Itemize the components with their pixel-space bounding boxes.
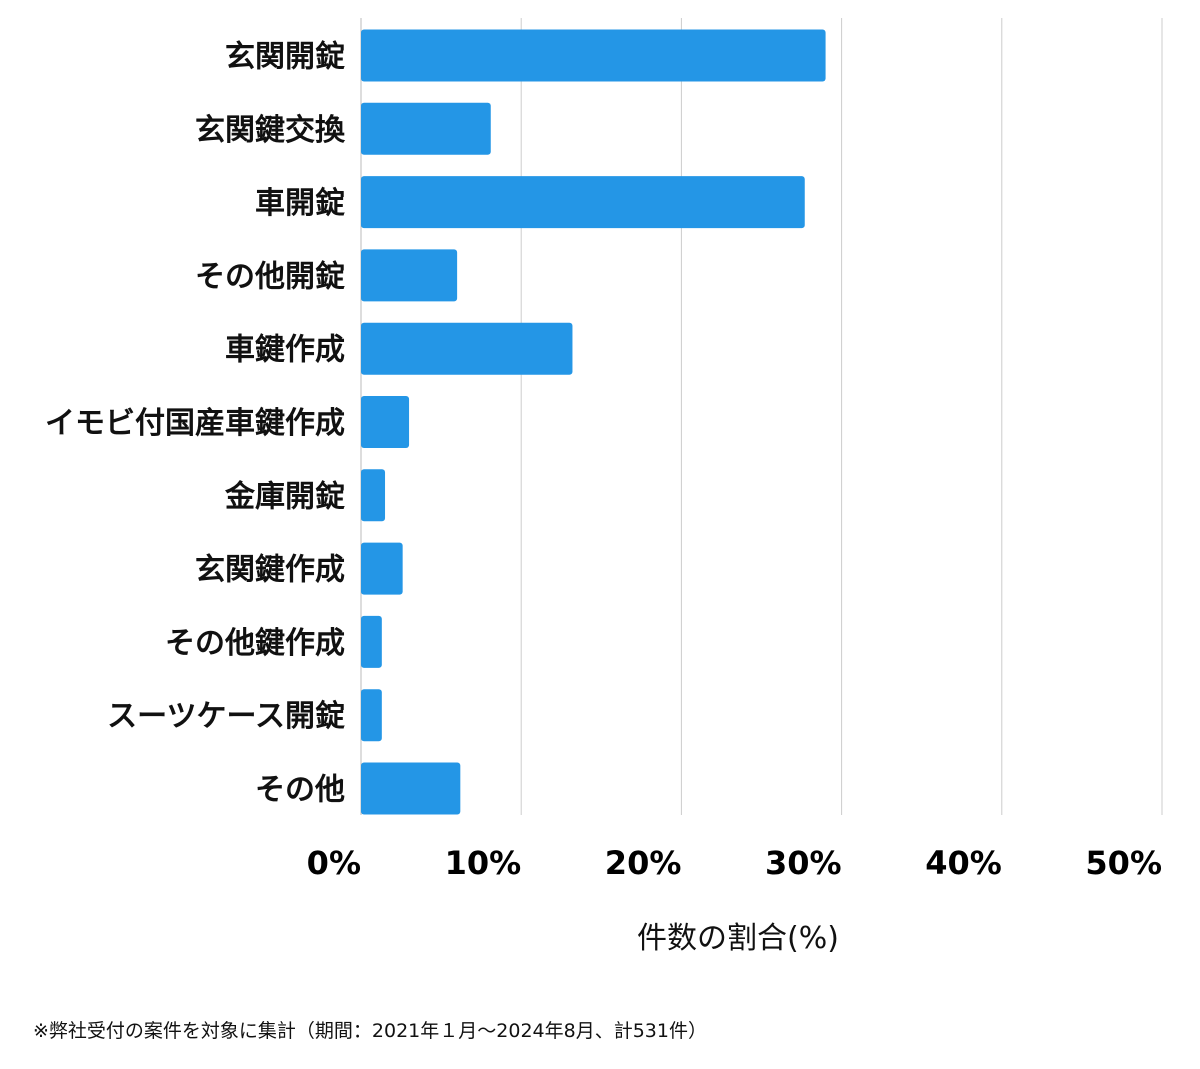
x-tick-label: 0% (307, 844, 361, 882)
bar (361, 249, 458, 302)
x-tick-label: 30% (765, 844, 842, 882)
x-axis-title: 件数の割合(%) (637, 921, 839, 956)
bar (361, 762, 461, 815)
bar (361, 689, 382, 742)
category-label: 金庫開錠 (224, 479, 345, 514)
category-label: スーツケース開錠 (107, 699, 345, 734)
x-tick-label: 10% (445, 844, 522, 882)
category-labels: 玄関開錠玄関鍵交換車開錠その他開錠車鍵作成イモビ付国産車鍵作成金庫開錠玄関鍵作成… (45, 40, 346, 808)
x-tick-label: 40% (925, 844, 1002, 882)
bar (361, 176, 805, 229)
footnote: ※弊社受付の案件を対象に集計（期間：2021年１月～2024年8月、計531件） (33, 1020, 707, 1042)
category-label: 玄関開錠 (225, 40, 345, 75)
bar (361, 322, 573, 375)
category-label: 玄関鍵作成 (195, 553, 345, 588)
bar (361, 396, 410, 448)
x-tick-label: 50% (1085, 844, 1162, 882)
x-tick-label: 20% (605, 844, 682, 882)
category-label: その他開錠 (195, 259, 345, 294)
bar (361, 102, 491, 155)
bar (361, 615, 382, 668)
category-label: イモビ付国産車鍵作成 (45, 406, 345, 441)
bar-chart: 玄関開錠玄関鍵交換車開錠その他開錠車鍵作成イモビ付国産車鍵作成金庫開錠玄関鍵作成… (45, 18, 1163, 956)
category-label: その他 (255, 773, 345, 808)
category-label: 車開錠 (255, 186, 345, 221)
x-tick-labels: 0% 10% 20% 30% 40% 50% (307, 844, 1162, 882)
category-label: 車鍵作成 (225, 333, 345, 368)
bar (361, 29, 826, 82)
category-label: その他鍵作成 (165, 626, 345, 661)
bars (361, 29, 826, 815)
bar (361, 542, 403, 595)
grid-lines (360, 18, 1163, 815)
bar (361, 469, 386, 522)
category-label: 玄関鍵交換 (195, 113, 346, 148)
